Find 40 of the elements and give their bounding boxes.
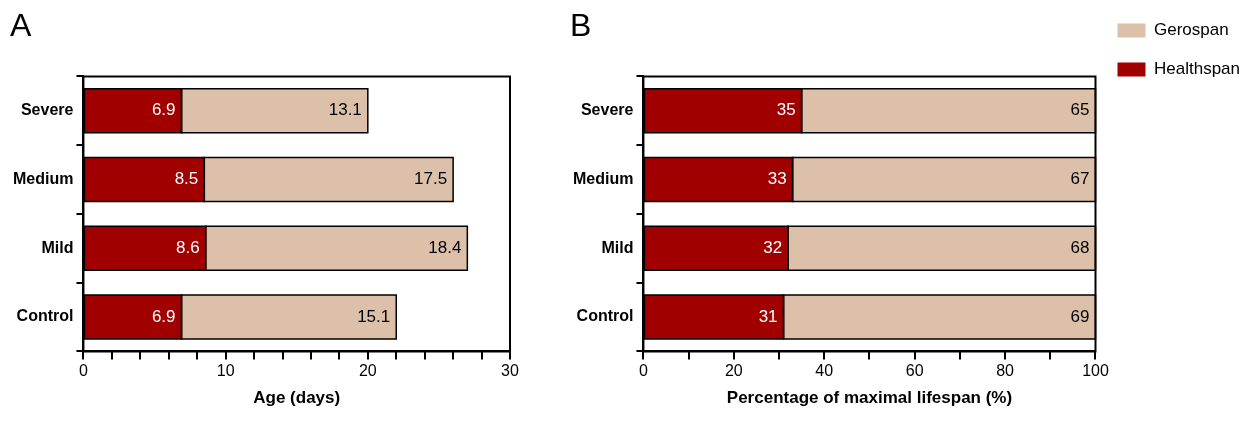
data-label: 13.1 — [328, 100, 362, 120]
legend-label: Healthspan — [1154, 59, 1241, 79]
y-tick-label: Mild — [601, 238, 634, 256]
data-label: 15.1 — [357, 306, 391, 326]
legend-label: Gerospan — [1154, 20, 1229, 40]
data-label: 6.9 — [151, 306, 176, 326]
data-label: 67 — [1070, 169, 1090, 189]
chart-title: A — [10, 7, 32, 44]
x-tick-label: 10 — [216, 362, 235, 380]
x-tick-label: 20 — [724, 362, 743, 380]
data-label: 69 — [1070, 306, 1090, 326]
data-label: 33 — [767, 169, 787, 189]
data-label: 8.6 — [176, 237, 200, 257]
data-label: 18.4 — [428, 237, 462, 257]
data-label: 6.9 — [151, 100, 176, 120]
data-label: 35 — [776, 100, 796, 120]
y-tick-label: Control — [16, 307, 74, 325]
x-tick-label: 0 — [638, 362, 648, 380]
x-axis-title: Age (days) — [253, 388, 341, 408]
y-tick-label: Medium — [12, 169, 74, 187]
data-label: 65 — [1070, 100, 1090, 120]
y-tick-label: Severe — [20, 101, 74, 119]
y-tick-label: Severe — [580, 101, 634, 119]
x-tick-label: 40 — [815, 362, 834, 380]
x-axis-title: Percentage of maximal lifespan (%) — [726, 388, 1013, 408]
x-tick-label: 60 — [905, 362, 924, 380]
x-tick-label: 0 — [78, 362, 88, 380]
y-tick-label: Mild — [41, 238, 74, 256]
x-tick-label: 20 — [358, 362, 377, 380]
data-label: 8.5 — [174, 169, 199, 189]
x-tick-label: 80 — [996, 362, 1015, 380]
data-label: 17.5 — [414, 169, 448, 189]
data-label: 31 — [758, 306, 778, 326]
chart-title: B — [570, 7, 592, 44]
x-tick-label: 30 — [501, 362, 519, 380]
data-label: 32 — [763, 237, 783, 257]
x-tick-label: 100 — [1082, 362, 1109, 380]
y-tick-label: Control — [576, 307, 634, 325]
data-label: 68 — [1070, 237, 1090, 257]
y-tick-label: Medium — [572, 169, 634, 187]
